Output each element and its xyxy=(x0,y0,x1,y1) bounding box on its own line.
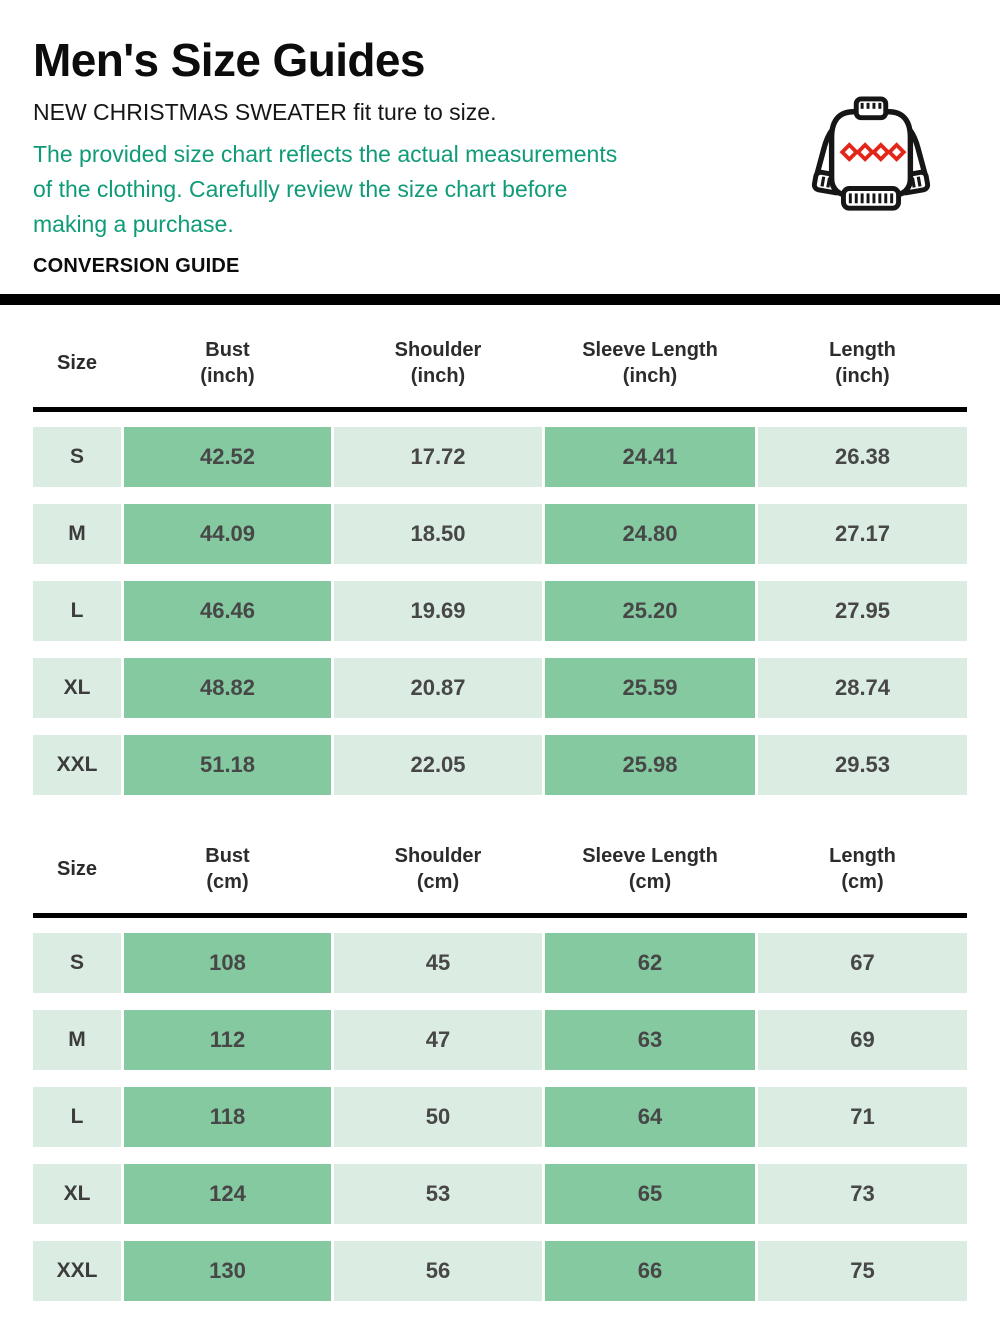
note-text: The provided size chart reflects the act… xyxy=(33,137,967,242)
size-table-inch: Size Bust (inch) Shoulder (inch) Sleeve Lengt… xyxy=(33,305,967,796)
value-cell: 48.82 xyxy=(124,658,331,719)
value-cell: 28.74 xyxy=(758,658,967,719)
tables-container: Size Bust (inch) Shoulder (inch) Sleeve Lengt… xyxy=(0,305,1000,1302)
value-cell: 25.20 xyxy=(545,581,755,642)
size-cell: L xyxy=(33,1087,121,1148)
diamond-pattern xyxy=(839,142,907,162)
value-cell: 20.87 xyxy=(334,658,542,719)
value-cell: 24.41 xyxy=(545,427,755,488)
column-header-sleeve-length: Sleeve Length (inch) xyxy=(582,339,718,388)
note-line-2: of the clothing. Carefully review the si… xyxy=(33,176,568,203)
size-cell: S xyxy=(33,427,121,488)
note-line-1: The provided size chart reflects the act… xyxy=(33,141,618,168)
column-header-shoulder: Shoulder (inch) xyxy=(394,339,482,388)
size-cell: XL xyxy=(33,658,121,719)
value-cell: 25.59 xyxy=(545,658,755,719)
value-cell: 26.38 xyxy=(758,427,967,488)
column-header-size: Size xyxy=(56,858,98,881)
subtitle: NEW CHRISTMAS SWEATER fit ture to size. xyxy=(33,99,497,126)
table-body: S 108 45 62 67 M 112 47 63 69 L 118 50 64 71 XL 124 53 65 7… xyxy=(33,933,967,1302)
value-cell: 47 xyxy=(334,1010,542,1071)
value-cell: 62 xyxy=(545,933,755,994)
column-header-length: Length (cm) xyxy=(829,845,896,894)
size-cell: S xyxy=(33,933,121,994)
value-cell: 71 xyxy=(758,1087,967,1148)
size-cell: XL xyxy=(33,1164,121,1225)
value-cell: 50 xyxy=(334,1087,542,1148)
value-cell: 53 xyxy=(334,1164,542,1225)
value-cell: 69 xyxy=(758,1010,967,1071)
size-cell: L xyxy=(33,581,121,642)
value-cell: 27.95 xyxy=(758,581,967,642)
column-header-bust: Bust (inch) xyxy=(200,339,255,388)
value-cell: 44.09 xyxy=(124,504,331,565)
value-cell: 45 xyxy=(334,933,542,994)
table-body: S 42.52 17.72 24.41 26.38 M 44.09 18.50 24.80 27.… xyxy=(33,427,967,796)
value-cell: 118 xyxy=(124,1087,331,1148)
value-cell: 24.80 xyxy=(545,504,755,565)
value-cell: 112 xyxy=(124,1010,331,1071)
value-cell: 27.17 xyxy=(758,504,967,565)
note-line-3: making a purchase. xyxy=(33,211,234,238)
header-block: Men's Size Guides NEW CHRISTMAS SWEATER … xyxy=(0,0,1000,278)
value-cell: 29.53 xyxy=(758,735,967,796)
value-cell: 25.98 xyxy=(545,735,755,796)
value-cell: 66 xyxy=(545,1241,755,1302)
value-cell: 42.52 xyxy=(124,427,331,488)
christmas-sweater-icon xyxy=(806,96,936,220)
column-header-length: Length (inch) xyxy=(829,339,896,388)
value-cell: 75 xyxy=(758,1241,967,1302)
value-cell: 64 xyxy=(545,1087,755,1148)
section-divider xyxy=(0,294,1000,306)
value-cell: 130 xyxy=(124,1241,331,1302)
value-cell: 46.46 xyxy=(124,581,331,642)
value-cell: 17.72 xyxy=(334,427,542,488)
value-cell: 18.50 xyxy=(334,504,542,565)
value-cell: 51.18 xyxy=(124,735,331,796)
size-cell: XXL xyxy=(33,735,121,796)
column-header-size: Size xyxy=(56,352,98,375)
table-header-rule xyxy=(33,913,967,919)
column-header-shoulder: Shoulder (cm) xyxy=(394,845,482,894)
table-header-rule xyxy=(33,407,967,413)
column-header-bust: Bust (cm) xyxy=(205,845,250,894)
value-cell: 67 xyxy=(758,933,967,994)
size-cell: XXL xyxy=(33,1241,121,1302)
value-cell: 108 xyxy=(124,933,331,994)
size-cell: M xyxy=(33,1010,121,1071)
table-header-row: Size Bust (inch) Shoulder (inch) Sleeve Lengt… xyxy=(33,305,967,407)
value-cell: 56 xyxy=(334,1241,542,1302)
size-cell: M xyxy=(33,504,121,565)
value-cell: 65 xyxy=(545,1164,755,1225)
conversion-guide-label: CONVERSION GUIDE xyxy=(33,255,240,278)
value-cell: 19.69 xyxy=(334,581,542,642)
table-header-row: Size Bust (cm) Shoulder (cm) Sleeve Length (cm… xyxy=(33,811,967,913)
size-table-cm: Size Bust (cm) Shoulder (cm) Sleeve Length (cm… xyxy=(33,811,967,1302)
value-cell: 124 xyxy=(124,1164,331,1225)
value-cell: 63 xyxy=(545,1010,755,1071)
value-cell: 22.05 xyxy=(334,735,542,796)
column-header-sleeve-length: Sleeve Length (cm) xyxy=(582,845,718,894)
page-title: Men's Size Guides xyxy=(33,34,425,86)
value-cell: 73 xyxy=(758,1164,967,1225)
